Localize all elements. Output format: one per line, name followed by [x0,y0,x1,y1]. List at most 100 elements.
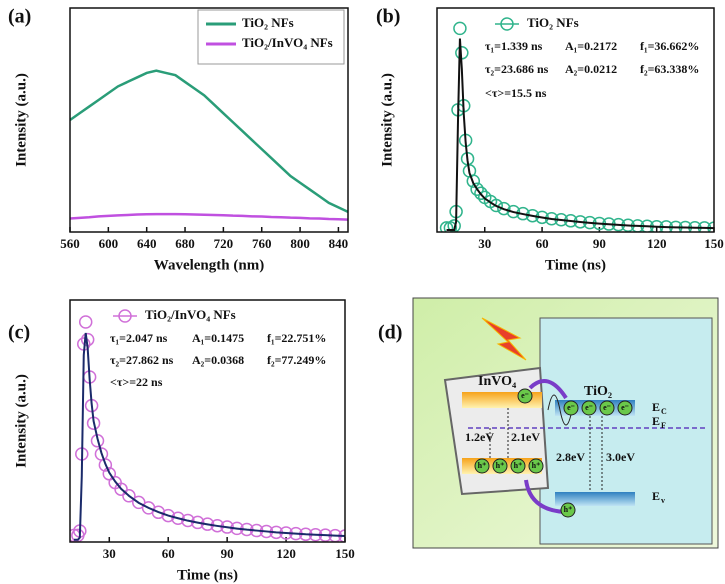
data-point [151,505,166,520]
x-axis-label: Time (ns) [177,567,238,583]
data-point [439,221,454,232]
electron [599,400,615,416]
level-label: E [652,400,660,414]
axes-frame [69,299,346,543]
x-tick-label: 800 [290,236,310,251]
electron-label: e⁻ [585,403,593,412]
axes-frame [436,7,715,233]
legend-box [197,9,345,65]
data-point [78,315,93,329]
plot-area [439,21,714,232]
fit-line [73,332,345,541]
level-sub: C [661,407,667,416]
hole-label: h⁺ [514,461,523,470]
light-icon [481,317,527,361]
data-point [114,482,128,496]
electron [517,388,533,404]
electron-label: e⁻ [521,391,529,400]
x-tick-label: 720 [214,236,234,251]
annotation: τ₂=23.686 ns [485,62,549,76]
hole [528,458,544,474]
panel-label: (a) [8,6,31,28]
annotation: f₁=22.751% [267,331,326,345]
data-point [98,458,113,472]
x-tick-label: 30 [478,236,491,251]
electron [563,400,579,416]
electron-label: e⁻ [567,403,575,412]
x-tick-label: 90 [221,546,234,561]
legend-label: TiO₂ NFs [242,15,294,30]
data-point [470,182,484,196]
carriers [474,388,633,518]
gap-label: 3.0eV [606,450,635,464]
y-axis-label: Intensity (a.u.) [379,73,395,167]
annotation: τ₁=2.047 ns [110,331,168,345]
legend-marker [118,309,132,323]
line-series [70,212,348,221]
data-point [171,511,185,525]
hole-label: h⁺ [496,461,505,470]
panel-label: (d) [378,322,402,344]
annotation: τ₁=1.339 ns [485,39,543,53]
hole [560,502,576,518]
hole-arrow [524,479,566,514]
electron [617,400,633,416]
annotation: f₂=77.249% [267,353,326,367]
data-point [453,21,467,36]
data-point [466,174,481,188]
x-tick-label: 120 [276,546,296,561]
annotation: A₂=0.0212 [565,62,617,76]
x-tick-label: 90 [593,236,606,251]
line-series [70,69,348,213]
x-axis-label: Wavelength (nm) [154,257,264,273]
x-tick-label: 760 [252,236,272,251]
hole [492,458,508,474]
data-point [489,198,503,213]
material-label: InVO₄ [478,374,517,389]
gap-label: 1.2eV [465,430,494,444]
x-tick-label: 150 [335,546,355,561]
legend-marker [500,17,514,31]
hole-label: h⁺ [532,461,541,470]
level-sub: v [661,496,665,505]
material-label: TiO₂ [584,384,612,399]
hole-label: h⁺ [564,505,573,514]
x-tick-label: 600 [99,236,119,251]
hole [474,458,490,474]
data-point [161,508,175,523]
annotation: <τ>=22 ns [110,375,163,389]
plot-area [70,315,345,542]
x-axis-label: Time (ns) [545,257,606,273]
data-point [181,513,195,528]
electron-label: e⁻ [603,403,611,412]
data-point [497,201,511,216]
y-axis-label: Intensity (a.u.) [13,374,29,468]
data-point [506,204,521,219]
data-point [474,186,488,201]
tio2-vb [555,492,635,506]
band-bend [547,394,573,426]
x-tick-label: 60 [162,546,175,561]
panel-label: (b) [376,6,400,28]
legend-label: TiO₂/InVO₄ NFs [145,307,236,322]
annotation: A₁=0.1475 [192,331,244,345]
hole [510,458,526,474]
electron-arrow [528,378,568,400]
gap-label: 2.8eV [556,450,585,464]
legend-label: TiO₂/InVO₄ NFs [242,35,333,50]
annotation: f₂=63.338% [640,62,699,76]
x-tick-label: 840 [329,236,349,251]
level-label: E [652,414,660,428]
fit-line [446,38,714,231]
electron [581,400,597,416]
annotation: A₁=0.2172 [565,39,617,53]
x-tick-label: 680 [175,236,195,251]
x-tick-label: 560 [60,236,80,251]
x-tick-label: 60 [536,236,549,251]
mechanism-diagram: e⁻ e⁻ e⁻ e⁻ e⁻ h⁺ h⁺ h⁺ h⁺ h⁺ InVO₄ TiO₂… [378,297,719,549]
gap-label: 2.1eV [511,430,540,444]
x-tick-label: 120 [647,236,667,251]
annotation: <τ>=15.5 ns [485,86,547,100]
hole-label: h⁺ [478,461,487,470]
